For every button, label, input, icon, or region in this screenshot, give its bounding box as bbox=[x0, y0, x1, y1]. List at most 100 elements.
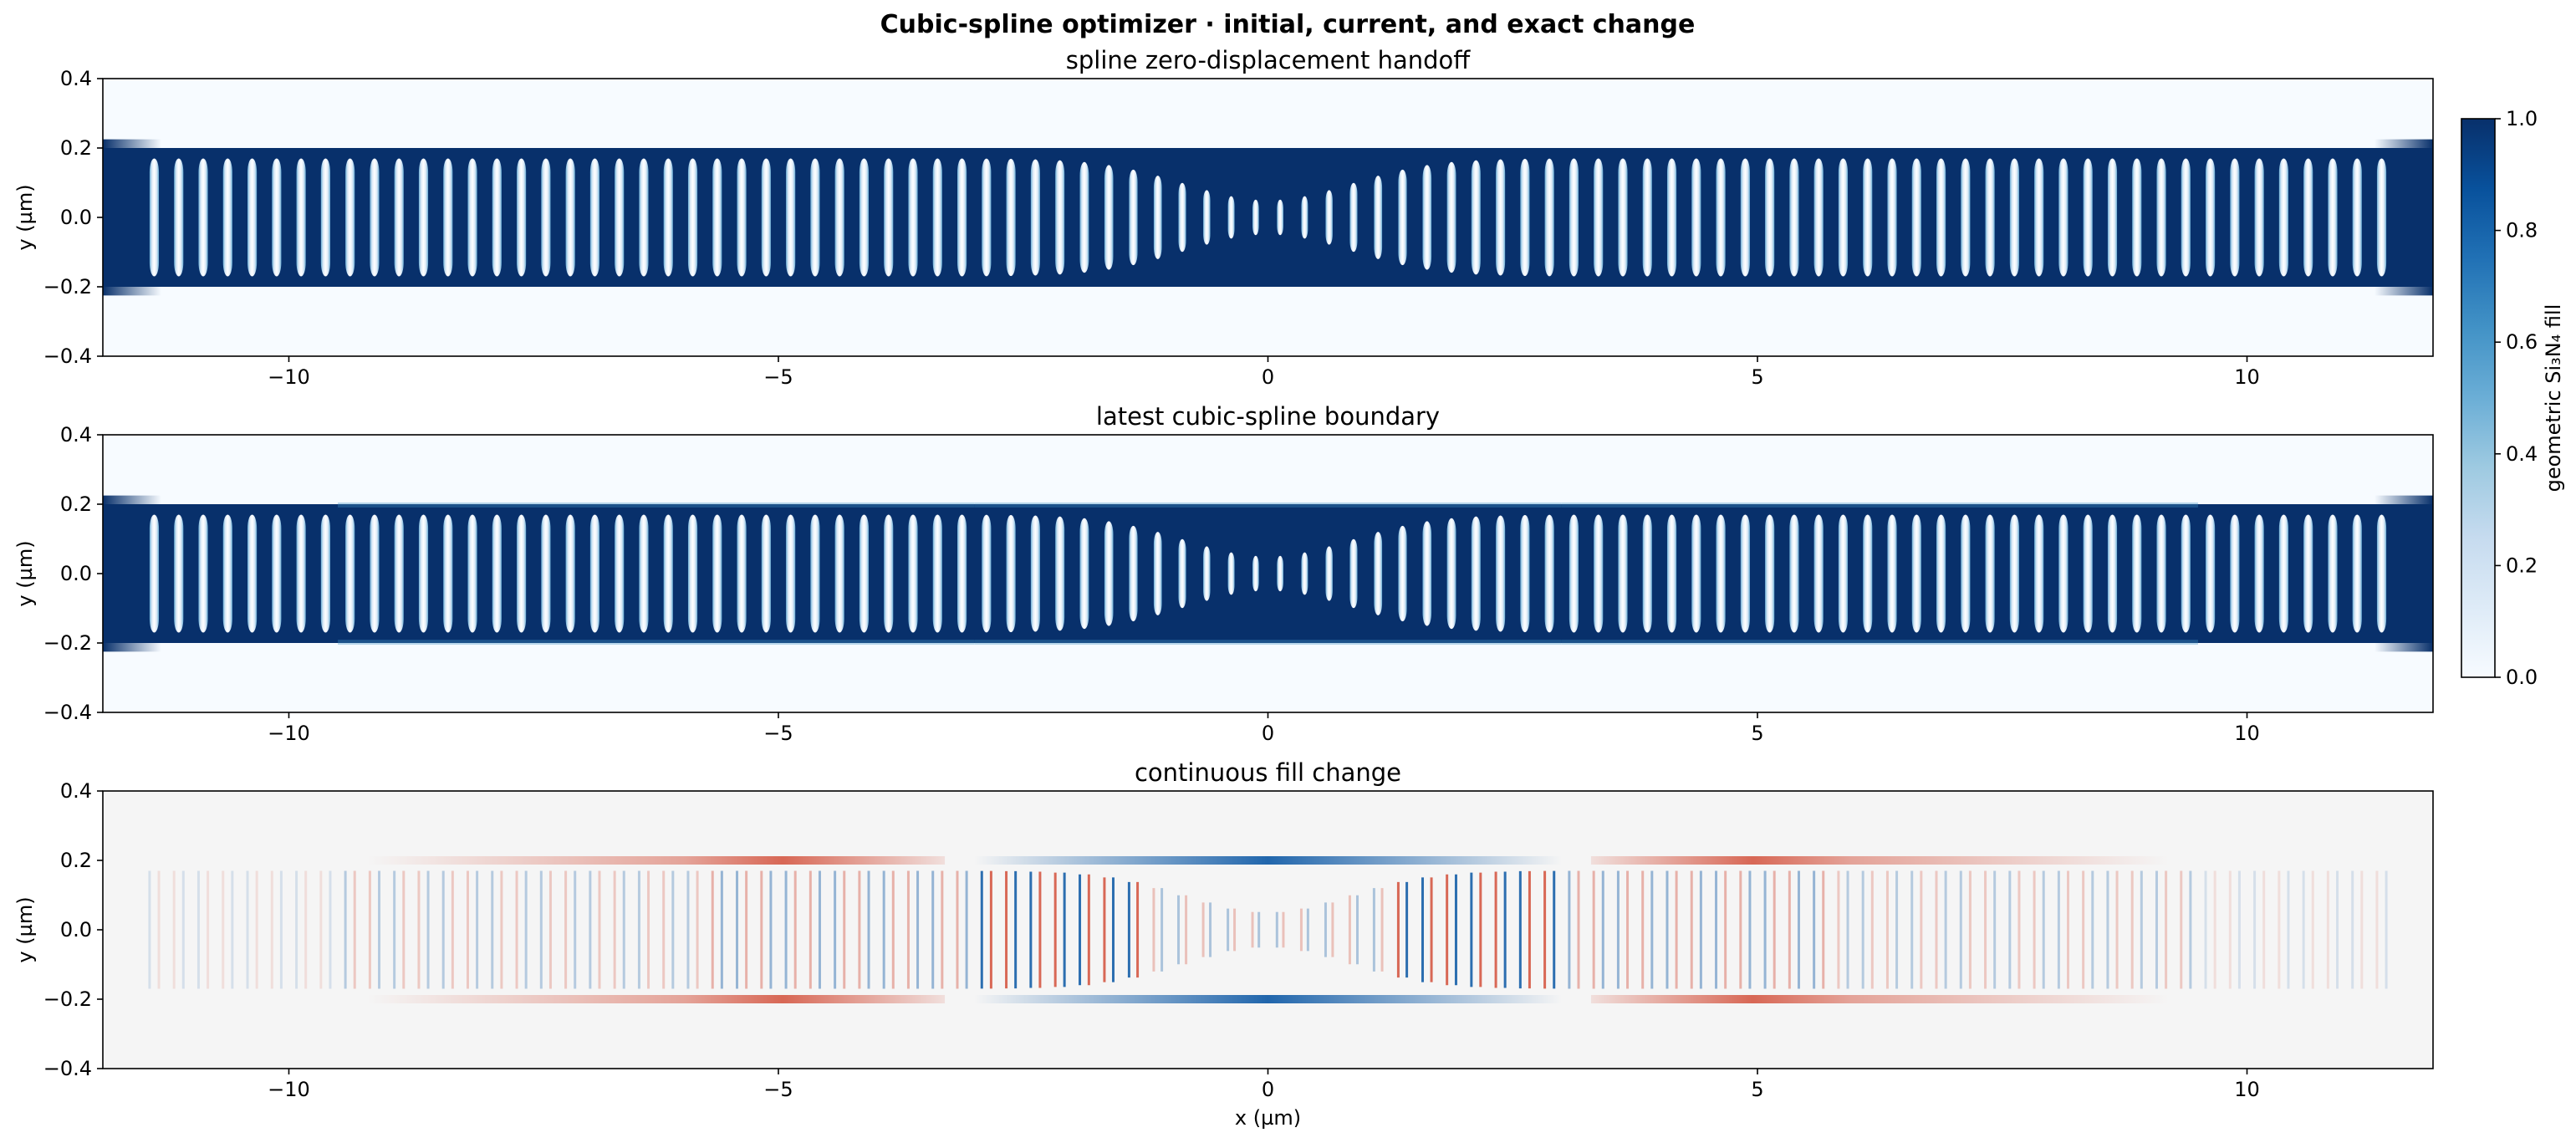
hole bbox=[2034, 514, 2044, 633]
hole bbox=[2181, 514, 2191, 633]
hole bbox=[761, 514, 771, 633]
hole bbox=[2132, 158, 2142, 277]
hole bbox=[1813, 158, 1824, 277]
hole bbox=[345, 514, 355, 633]
edge-bands bbox=[367, 856, 2169, 1003]
colorbar-tick-label: 1.0 bbox=[2506, 107, 2538, 130]
hole-array bbox=[149, 514, 2387, 633]
colorbar-tick-label: 0.4 bbox=[2506, 442, 2538, 466]
hole bbox=[296, 158, 306, 277]
edge-band bbox=[367, 856, 946, 865]
y-axis-label: y (µm) bbox=[13, 896, 37, 962]
hole bbox=[1863, 514, 1873, 633]
hole bbox=[174, 514, 184, 633]
hole bbox=[1765, 158, 1775, 277]
hole bbox=[492, 514, 502, 633]
plot-area bbox=[103, 79, 2433, 356]
hole bbox=[1471, 160, 1481, 275]
hole bbox=[1277, 199, 1283, 236]
hole bbox=[2303, 514, 2313, 633]
hole bbox=[908, 514, 918, 633]
y-axis-label: y (µm) bbox=[13, 540, 37, 606]
hole bbox=[394, 158, 404, 277]
hole bbox=[1961, 158, 1971, 277]
hole bbox=[1789, 514, 1799, 633]
edge-band bbox=[338, 640, 975, 645]
edge-band bbox=[367, 995, 946, 1003]
hole bbox=[1471, 516, 1481, 631]
hole bbox=[663, 158, 673, 277]
edge-band bbox=[1590, 995, 2169, 1003]
hole bbox=[1006, 158, 1016, 277]
hole bbox=[1716, 158, 1726, 277]
colorbar-gradient bbox=[2461, 118, 2496, 678]
hole bbox=[2328, 514, 2338, 633]
hole bbox=[639, 158, 649, 277]
hole bbox=[1544, 158, 1554, 277]
y-tick-label: 0.2 bbox=[60, 492, 92, 516]
hole bbox=[320, 514, 330, 633]
hole bbox=[982, 158, 992, 277]
hole bbox=[222, 514, 232, 633]
hole bbox=[1520, 158, 1530, 277]
hole bbox=[1618, 514, 1628, 633]
taper-right-top bbox=[2375, 495, 2433, 504]
x-tick-label: −5 bbox=[763, 1078, 793, 1101]
hole bbox=[687, 158, 698, 277]
edge-band bbox=[974, 502, 1562, 508]
x-tick-label: −10 bbox=[268, 1078, 310, 1101]
hole bbox=[810, 514, 820, 633]
hole bbox=[370, 514, 380, 633]
x-tick-label: 10 bbox=[2234, 1078, 2260, 1101]
hole bbox=[2303, 158, 2313, 277]
hole bbox=[149, 158, 160, 277]
hole-array bbox=[149, 158, 2387, 277]
hole bbox=[615, 514, 625, 633]
y-axis-label: y (µm) bbox=[13, 184, 37, 250]
hole bbox=[467, 514, 477, 633]
hole bbox=[272, 514, 282, 633]
hole bbox=[1203, 546, 1211, 601]
hole bbox=[1349, 182, 1358, 253]
hole bbox=[1496, 515, 1506, 632]
hole bbox=[198, 158, 208, 277]
hole bbox=[1691, 158, 1701, 277]
x-tick-label: −5 bbox=[763, 365, 793, 389]
hole bbox=[712, 514, 722, 633]
hole bbox=[2230, 158, 2240, 277]
hole bbox=[1887, 158, 1897, 277]
waveguide-core bbox=[103, 504, 2433, 643]
hole bbox=[1863, 158, 1873, 277]
hole bbox=[541, 158, 551, 277]
y-tick-label: 0.0 bbox=[60, 206, 92, 229]
hole bbox=[2009, 514, 2019, 633]
hole bbox=[1446, 518, 1456, 630]
hole bbox=[1203, 190, 1211, 245]
plot-background bbox=[103, 791, 2433, 1069]
hole bbox=[443, 514, 453, 633]
y-tick-label: −0.2 bbox=[43, 275, 92, 299]
hole bbox=[1887, 514, 1897, 633]
edge-band bbox=[974, 856, 1562, 865]
hole bbox=[418, 158, 429, 277]
hole bbox=[1422, 521, 1432, 626]
hole bbox=[222, 158, 232, 277]
colorbar-tick-label: 0.2 bbox=[2506, 554, 2538, 577]
hole bbox=[2083, 514, 2093, 633]
taper-right-bottom bbox=[2375, 287, 2433, 296]
hole bbox=[517, 158, 527, 277]
hole bbox=[2107, 158, 2118, 277]
hole bbox=[834, 514, 844, 633]
hole bbox=[443, 158, 453, 277]
hole bbox=[1398, 525, 1407, 622]
figure-title: Cubic-spline optimizer · initial, curren… bbox=[880, 10, 1696, 39]
taper-left-top bbox=[103, 139, 161, 148]
hole bbox=[687, 514, 698, 633]
plot-area bbox=[103, 435, 2433, 712]
hole bbox=[737, 158, 747, 277]
hole bbox=[786, 514, 796, 633]
edge-modulation bbox=[338, 502, 2198, 645]
x-axis-label: x (µm) bbox=[1235, 1106, 1301, 1130]
hole bbox=[1961, 514, 1971, 633]
hole bbox=[1985, 158, 1995, 277]
